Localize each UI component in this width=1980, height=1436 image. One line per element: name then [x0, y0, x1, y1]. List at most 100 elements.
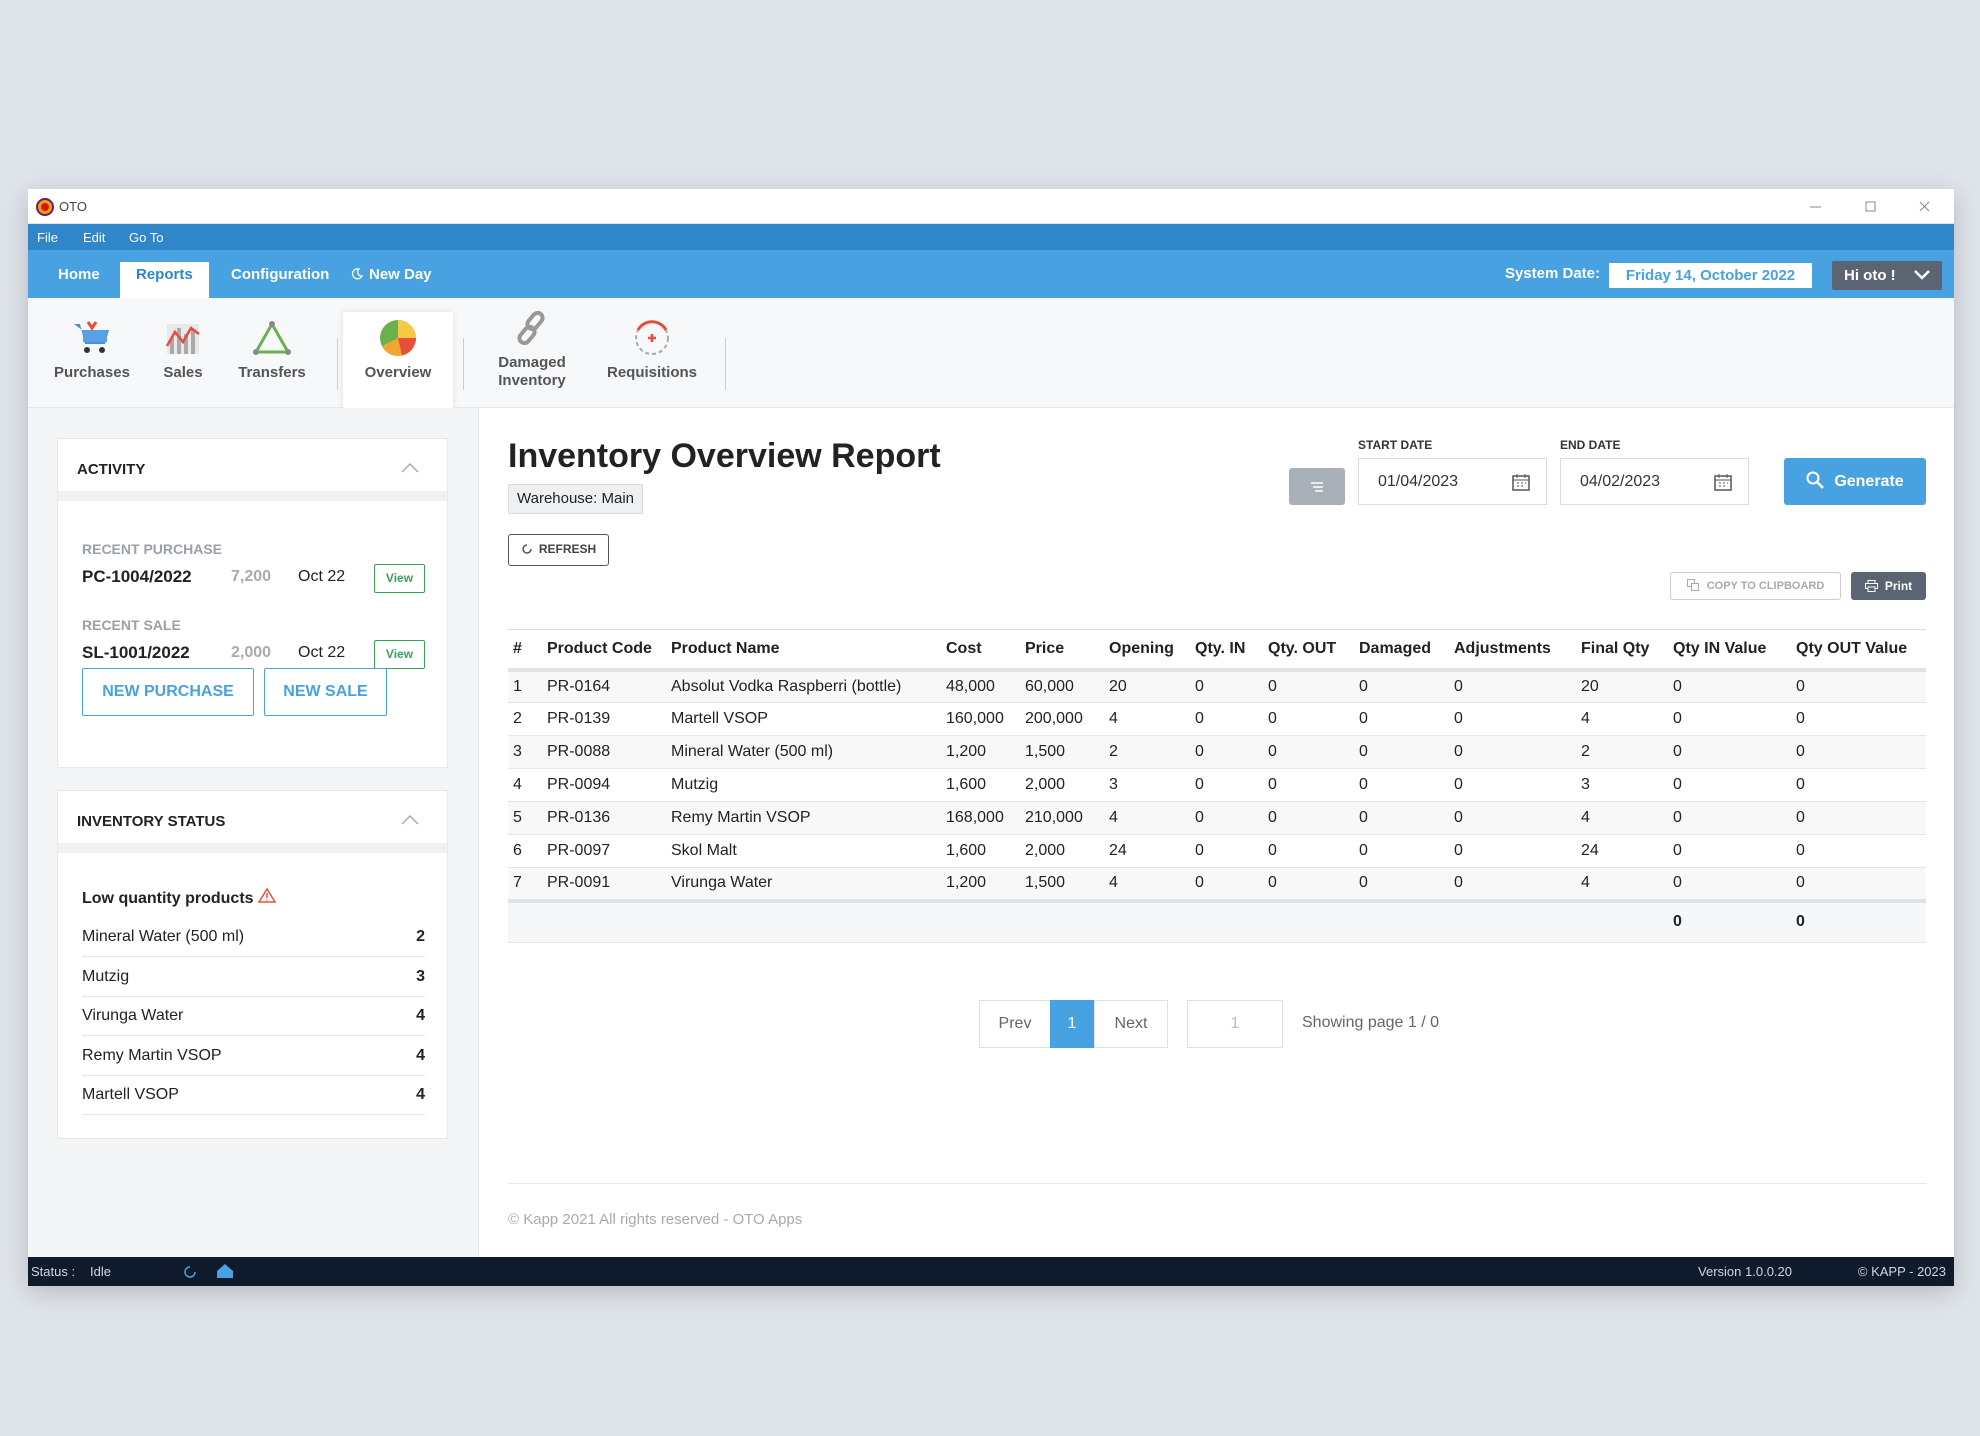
- table-cell: [941, 900, 1020, 943]
- column-header: Qty. OUT: [1263, 629, 1354, 672]
- nav-tab[interactable]: Home: [42, 262, 116, 298]
- warning-icon: [257, 887, 277, 903]
- tab-label: Home: [58, 266, 100, 283]
- page-input[interactable]: 1: [1187, 1000, 1283, 1048]
- product-qty: 4: [416, 1007, 425, 1025]
- calendar-icon: [1714, 474, 1732, 491]
- filter-button[interactable]: [1289, 468, 1345, 505]
- menu-item[interactable]: File: [37, 230, 58, 245]
- nav-tab[interactable]: New Day: [335, 262, 448, 298]
- start-date-input[interactable]: 01/04/2023: [1358, 458, 1547, 505]
- table-cell: 60,000: [1020, 669, 1104, 703]
- column-header: Product Name: [666, 629, 941, 672]
- table-cell: 0: [1449, 834, 1576, 868]
- table-cell: 1,600: [941, 834, 1020, 868]
- icon: [380, 320, 416, 356]
- menu-bar: File Edit Go To: [28, 224, 1954, 250]
- table-cell: 0: [1449, 768, 1576, 802]
- table-cell: 0: [1190, 669, 1263, 703]
- footer-divider: [508, 1183, 1926, 1184]
- view-button[interactable]: View: [374, 640, 425, 669]
- sync-icon[interactable]: [183, 1265, 197, 1279]
- table-row: 1 PR-0164 Absolut Vodka Raspberri (bottle)…: [508, 669, 1926, 703]
- prev-button[interactable]: Prev: [979, 1000, 1051, 1048]
- table-cell: PR-0088: [542, 735, 666, 769]
- icon: [635, 320, 669, 355]
- table-cell: 0: [1263, 801, 1354, 835]
- ribbon-button[interactable]: Transfers: [217, 312, 327, 408]
- table-cell: PR-0139: [542, 702, 666, 736]
- table-cell: 0: [1190, 801, 1263, 835]
- table-cell: 168,000: [941, 801, 1020, 835]
- menu-item[interactable]: Go To: [129, 230, 164, 245]
- table-cell: [1263, 900, 1354, 943]
- table-cell: 1,500: [1020, 867, 1104, 903]
- separator: [725, 338, 726, 390]
- user-menu[interactable]: Hi oto !: [1832, 261, 1942, 290]
- refresh-button[interactable]: REFRESH: [508, 534, 609, 566]
- new-sale-button[interactable]: NEW SALE: [264, 668, 387, 716]
- status-bar: Status : Idle Version 1.0.0.20 © KAPP - …: [28, 1257, 1954, 1286]
- icon: [517, 310, 545, 346]
- card-header[interactable]: ACTIVITY: [58, 439, 447, 501]
- column-header: Damaged: [1354, 629, 1449, 672]
- ribbon-label: Overview: [364, 364, 432, 381]
- next-button[interactable]: Next: [1094, 1000, 1168, 1048]
- low-stock-item: Virunga Water 4: [82, 996, 425, 1037]
- low-quantity-title: Low quantity products: [82, 887, 277, 908]
- table-cell: 0: [1449, 801, 1576, 835]
- copy-icon: [1686, 579, 1699, 591]
- menu-item[interactable]: Edit: [83, 230, 106, 245]
- table-cell: 2: [508, 702, 542, 736]
- current-page[interactable]: 1: [1050, 1000, 1094, 1048]
- home-icon[interactable]: [216, 1263, 234, 1279]
- chevron-up: [401, 815, 419, 825]
- button-label: REFRESH: [538, 542, 597, 556]
- table-cell: Virunga Water: [666, 867, 941, 903]
- sale-date: Oct 22: [298, 644, 346, 661]
- generate-button[interactable]: Generate: [1784, 458, 1926, 505]
- table-cell: 0: [1449, 702, 1576, 736]
- table-cell: 4: [1104, 702, 1190, 736]
- ribbon-button[interactable]: Damaged Inventory: [477, 302, 587, 398]
- print-icon: [1864, 580, 1878, 592]
- status-state: Idle: [90, 1264, 111, 1279]
- table-cell: 0: [1668, 867, 1791, 903]
- table-cell: 0: [1449, 867, 1576, 903]
- table-cell: PR-0094: [542, 768, 666, 802]
- purchase-date: Oct 22: [298, 568, 346, 585]
- copy-button[interactable]: COPY TO CLIPBOARD: [1670, 572, 1841, 600]
- ribbon-button[interactable]: Overview: [343, 312, 453, 408]
- end-date-input[interactable]: 04/02/2023: [1560, 458, 1749, 505]
- icon: [165, 324, 200, 354]
- view-button[interactable]: View: [374, 564, 425, 593]
- title-bar: OTO: [28, 189, 1954, 224]
- search-icon: [1806, 471, 1825, 489]
- ribbon-button[interactable]: Sales: [128, 312, 238, 408]
- product-qty: 4: [416, 1046, 425, 1064]
- table-cell: 4: [508, 768, 542, 802]
- low-stock-item: Martell VSOP 4: [82, 1075, 425, 1116]
- app-logo: [36, 198, 54, 216]
- table-cell: 20: [1576, 669, 1668, 703]
- table-cell: 20: [1104, 669, 1190, 703]
- card-header[interactable]: INVENTORY STATUS: [58, 791, 447, 853]
- system-date-label: System Date:: [1504, 265, 1600, 282]
- table-cell: 0: [1791, 669, 1926, 703]
- ribbon-button[interactable]: Requisitions: [597, 312, 707, 408]
- nav-tab[interactable]: Configuration: [215, 262, 345, 298]
- total-cell: 0: [1668, 900, 1791, 943]
- moon-icon: [351, 268, 364, 280]
- ribbon-button[interactable]: Purchases: [37, 312, 147, 408]
- nav-tab[interactable]: Reports: [120, 262, 209, 298]
- new-purchase-button[interactable]: NEW PURCHASE: [82, 668, 254, 716]
- table-cell: Absolut Vodka Raspberri (bottle): [666, 669, 941, 703]
- print-button[interactable]: Print: [1851, 572, 1926, 600]
- table-cell: [1104, 900, 1190, 943]
- purchase-code: PC-1004/2022: [82, 567, 192, 586]
- table-cell: 2: [1104, 735, 1190, 769]
- table-cell: 0: [1354, 702, 1449, 736]
- window-controls[interactable]: [1808, 199, 1938, 215]
- ribbon-label: Transfers: [238, 364, 306, 381]
- low-stock-item: Mineral Water (500 ml) 2: [82, 917, 425, 957]
